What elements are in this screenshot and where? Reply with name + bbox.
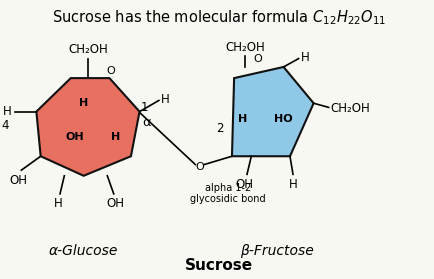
Text: O: O	[253, 54, 262, 64]
Text: 4: 4	[1, 119, 8, 132]
Text: OH: OH	[9, 174, 27, 187]
Text: OH: OH	[106, 197, 124, 210]
Text: CH₂OH: CH₂OH	[331, 102, 371, 115]
Text: CH₂OH: CH₂OH	[225, 40, 265, 54]
Text: H: H	[79, 98, 88, 108]
Polygon shape	[232, 67, 314, 156]
Text: Sucrose has the molecular formula $C_{12}H_{22}O_{11}$: Sucrose has the molecular formula $C_{12…	[52, 8, 386, 27]
Text: O: O	[195, 162, 204, 172]
Text: O: O	[106, 66, 115, 76]
Text: H: H	[289, 178, 297, 191]
Text: β-Fructose: β-Fructose	[240, 244, 314, 258]
Text: OH: OH	[66, 132, 84, 142]
Text: Sucrose: Sucrose	[185, 258, 253, 273]
Text: H: H	[161, 93, 170, 105]
Text: 2: 2	[216, 122, 224, 135]
Text: α: α	[142, 116, 151, 129]
Text: α-Glucose: α-Glucose	[49, 244, 118, 258]
Text: CH₂OH: CH₂OH	[68, 43, 108, 56]
Text: 1: 1	[141, 101, 148, 114]
Text: H: H	[53, 197, 62, 210]
Text: H: H	[3, 105, 12, 118]
Text: HO: HO	[274, 114, 293, 124]
Text: H: H	[301, 51, 309, 64]
Polygon shape	[36, 78, 140, 176]
Text: OH: OH	[235, 178, 253, 191]
Text: H: H	[111, 132, 121, 142]
Text: H: H	[238, 114, 247, 124]
Text: alpha 1-2
glycosidic bond: alpha 1-2 glycosidic bond	[190, 183, 266, 204]
